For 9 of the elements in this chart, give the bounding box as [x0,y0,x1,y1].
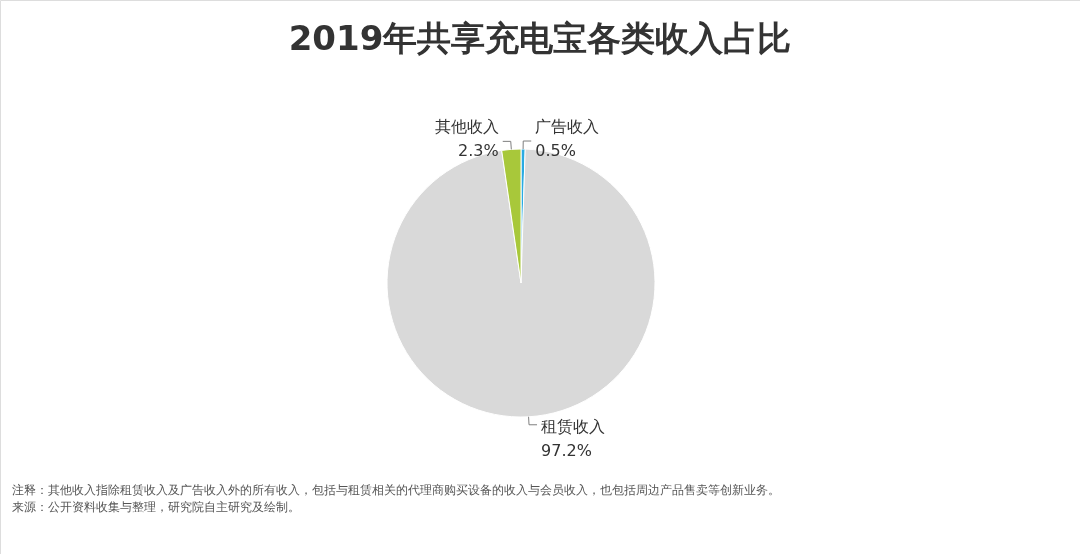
source-note: 来源：公开资料收集与整理，研究院自主研究及绘制。 [12,500,300,514]
data-label: 97.2% [541,440,592,460]
chart-title: 2019年共享充电宝各类收入占比 [288,18,792,58]
data-label: 0.5% [535,141,576,161]
slice-label: 广告收入 [535,117,600,137]
data-label: 2.3% [458,141,499,161]
slice-label: 其他收入 [434,117,499,137]
slice-label: 租赁收入 [541,416,606,436]
text: 注释：其他收入指除租赁收入及广告收入外的所有收入，包括与租赁相关的代理商购买设备的收入与会员收入，也包括周边产品售卖等创新业务。 [12,483,780,497]
